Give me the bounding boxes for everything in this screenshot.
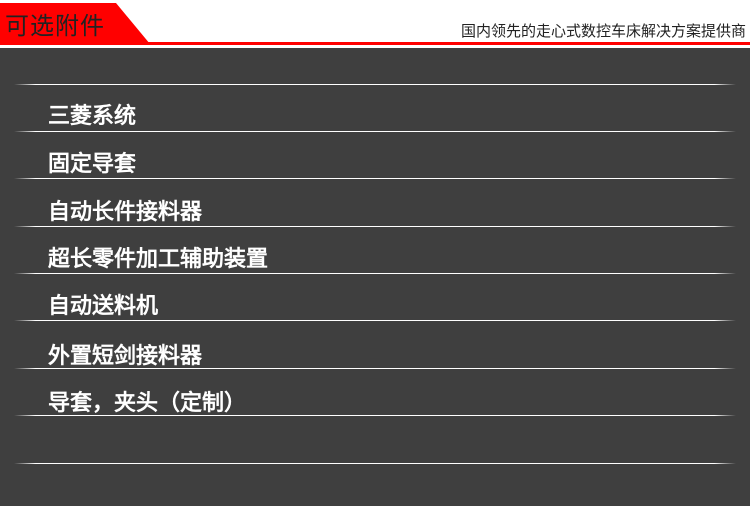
list-item: 自动送料机 xyxy=(48,294,159,319)
list-item: 外置短剑接料器 xyxy=(48,344,203,369)
accessory-list: 三菱系统 固定导套 自动长件接料器 超长零件加工辅助装置 自动送料机 外置短剑接… xyxy=(0,48,750,506)
list-item: 固定导套 xyxy=(48,152,137,177)
divider xyxy=(14,368,736,369)
company-slogan: 国内领先的走心式数控车床解决方案提供商 xyxy=(460,22,746,40)
list-item: 超长零件加工辅助装置 xyxy=(48,247,269,272)
divider xyxy=(14,273,736,274)
divider xyxy=(14,463,736,464)
divider xyxy=(14,84,736,85)
list-item: 导套，夹头（定制） xyxy=(48,391,247,416)
header: 可选附件 国内领先的走心式数控车床解决方案提供商 xyxy=(0,0,750,48)
list-item: 三菱系统 xyxy=(48,104,137,129)
divider xyxy=(14,226,736,227)
divider xyxy=(14,415,736,416)
list-item: 自动长件接料器 xyxy=(48,200,203,225)
divider xyxy=(14,131,736,132)
page-title: 可选附件 xyxy=(5,12,105,40)
divider xyxy=(14,320,736,321)
divider xyxy=(14,178,736,179)
header-divider xyxy=(0,42,750,45)
